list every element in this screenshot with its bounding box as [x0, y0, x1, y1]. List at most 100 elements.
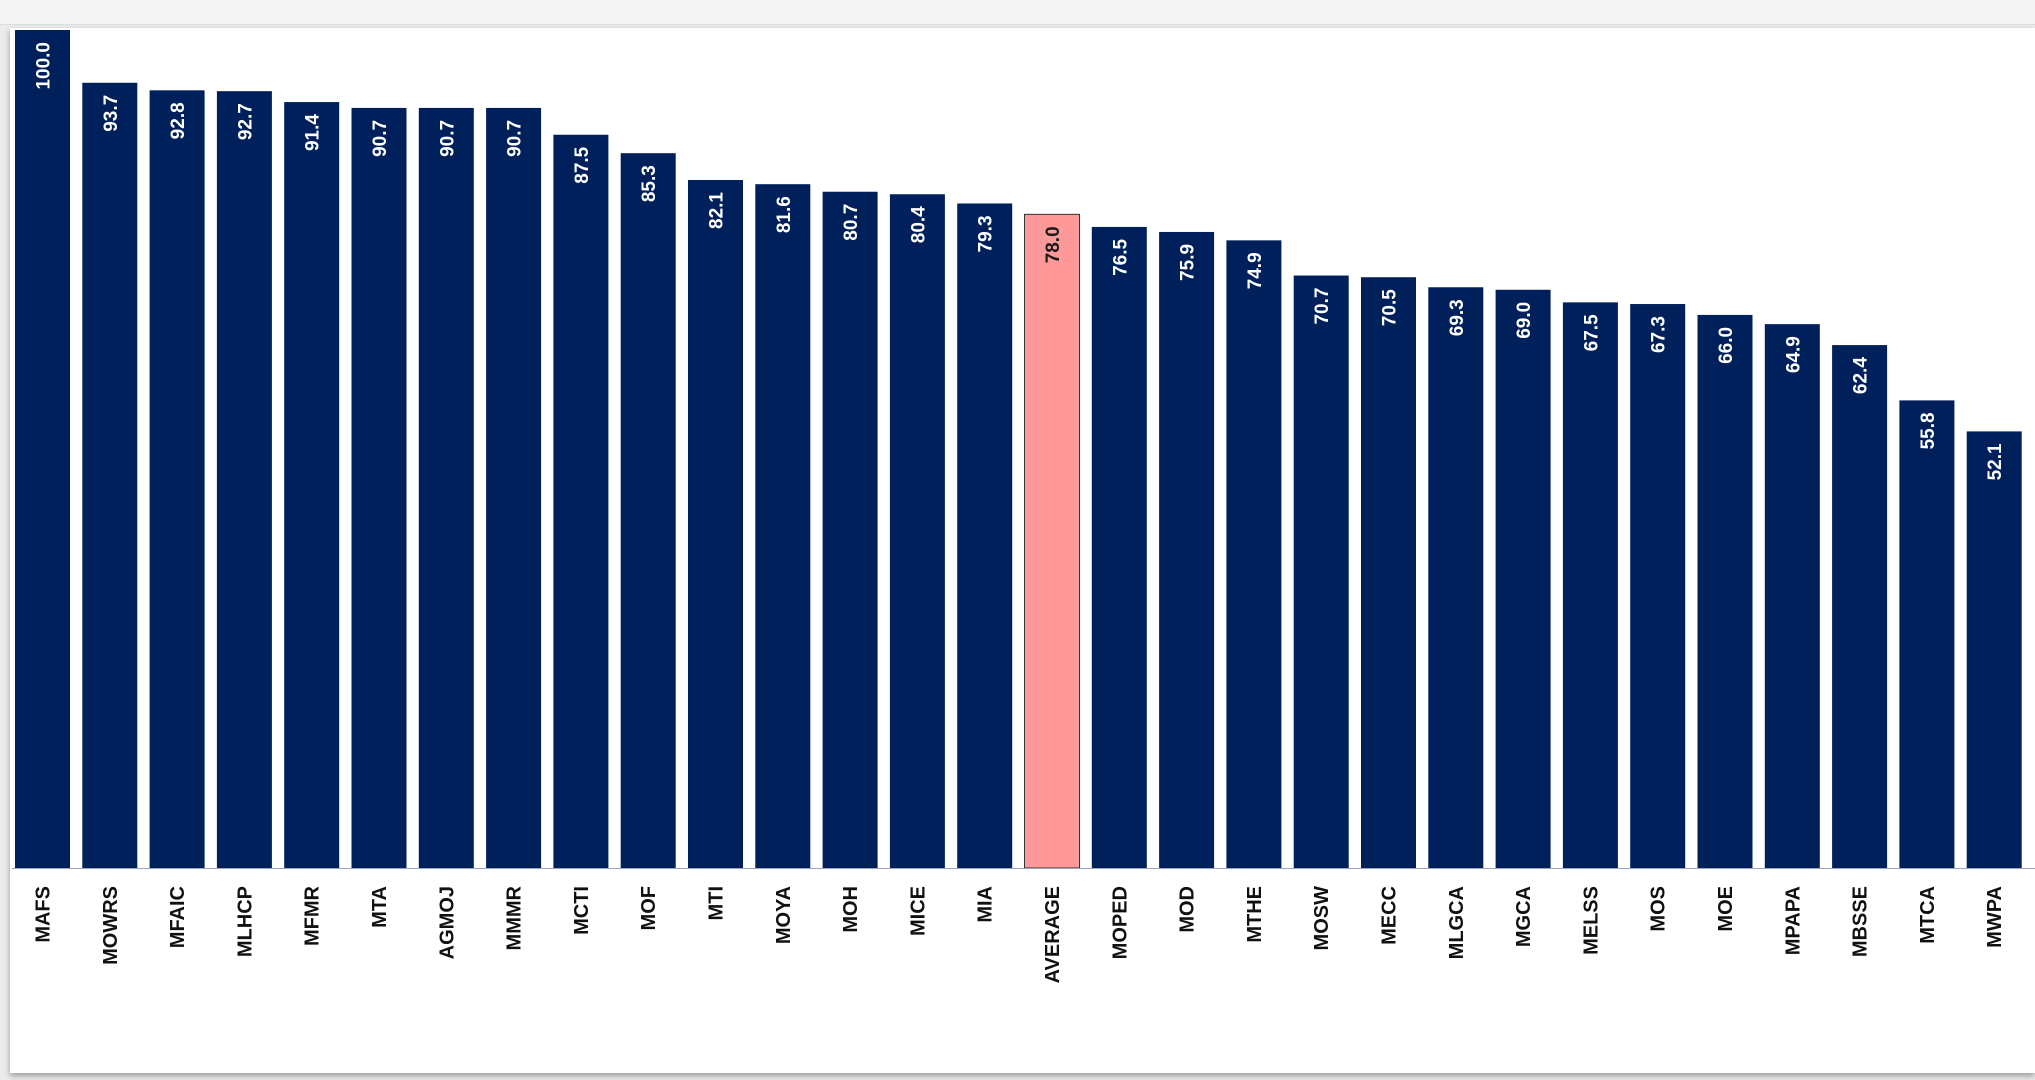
x-tick-label: MFAIC — [167, 886, 189, 948]
value-label: 82.1 — [707, 192, 728, 229]
bar-group: 100.0 MAFS — [15, 30, 70, 943]
x-tick-label: MIA — [975, 886, 997, 923]
bar-group: 93.7 MOWRS — [82, 82, 138, 965]
value-label: 91.4 — [303, 114, 324, 151]
x-tick-label: MOH — [840, 886, 862, 933]
bar-group: 62.4 MBSSE — [1832, 345, 1888, 957]
value-label: 90.7 — [437, 120, 458, 157]
x-tick-label: AVERAGE — [1042, 886, 1064, 983]
bar — [82, 82, 138, 868]
value-label: 87.5 — [572, 146, 593, 183]
value-label: 81.6 — [774, 196, 795, 233]
bar — [553, 134, 609, 868]
bar-group: 66.0 MOE — [1697, 314, 1753, 932]
value-label: 92.8 — [168, 102, 189, 139]
value-label: 90.7 — [370, 120, 391, 157]
bar-group: 70.7 MOSW — [1293, 275, 1349, 951]
bar — [1495, 289, 1551, 868]
bar — [149, 90, 205, 868]
x-tick-label: MTI — [706, 886, 728, 920]
bar — [1226, 240, 1282, 868]
value-label: 93.7 — [101, 95, 122, 132]
x-tick-label: MOPED — [1109, 886, 1131, 959]
x-tick-label: MOYA — [773, 886, 795, 944]
x-tick-label: MCTI — [571, 886, 593, 935]
bar — [1697, 314, 1753, 868]
bar-group: 81.6 MOYA — [755, 184, 811, 944]
x-tick-label: MPAPA — [1782, 886, 1804, 955]
bar — [1630, 304, 1686, 868]
bar — [1293, 275, 1349, 868]
bar-group: 82.1 MTI — [688, 180, 743, 920]
window-top-bar — [0, 0, 2035, 25]
x-tick-label: MMMR — [504, 885, 526, 950]
bar-group: 90.7 AGMOJ — [418, 107, 474, 959]
value-label: 78.0 — [1043, 226, 1064, 263]
bar-group: 80.7 MOH — [822, 191, 878, 933]
x-tick-label: MBSSE — [1850, 886, 1872, 957]
value-label: 66.0 — [1716, 327, 1737, 364]
bar-group: 90.7 MTA — [351, 107, 407, 928]
bar — [284, 102, 340, 869]
bar-group: 92.7 MLHCP — [216, 91, 272, 957]
bar-group: 52.1 MWPA — [1966, 431, 2022, 948]
bar-group: 76.5 MOPED — [1091, 226, 1147, 959]
x-tick-label: MLHCP — [234, 886, 256, 957]
x-tick-label: MWPA — [1984, 886, 2006, 948]
value-label: 70.7 — [1312, 288, 1333, 325]
bar — [755, 184, 811, 868]
bar — [486, 107, 542, 868]
bar — [822, 191, 878, 868]
x-tick-label: MOE — [1715, 886, 1737, 932]
bar — [418, 107, 474, 868]
value-label: 70.5 — [1380, 289, 1401, 326]
x-tick-label: MECC — [1379, 886, 1401, 945]
bar-group: 80.4 MICE — [889, 194, 945, 936]
x-tick-label: MOSW — [1311, 886, 1333, 951]
bar — [1764, 324, 1820, 868]
bar-group: 78.0 AVERAGE — [1024, 213, 1080, 983]
bar-group: 64.9 MPAPA — [1764, 324, 1820, 955]
value-label: 92.7 — [235, 103, 256, 140]
x-tick-label: MICE — [907, 886, 929, 936]
x-tick-label: MLGCA — [1446, 886, 1468, 959]
x-tick-label: MOD — [1177, 886, 1199, 933]
value-label: 79.3 — [976, 215, 997, 252]
bar-group: 90.7 MMMR — [486, 107, 542, 950]
value-label: 100.0 — [34, 42, 55, 90]
bar-group: 92.8 MFAIC — [149, 90, 205, 948]
bar — [620, 153, 676, 868]
bar — [1966, 431, 2022, 868]
value-label: 85.3 — [639, 165, 660, 202]
bar — [351, 107, 407, 868]
bar-group: 74.9 MTHE — [1226, 240, 1282, 943]
value-label: 55.8 — [1918, 412, 1939, 449]
value-label: 67.3 — [1649, 316, 1670, 353]
bar — [889, 194, 945, 869]
bar — [957, 203, 1013, 868]
value-label: 76.5 — [1110, 239, 1131, 276]
bar-group: 69.0 MGCA — [1495, 289, 1551, 947]
x-tick-label: MGCA — [1513, 886, 1535, 947]
bar-group: 67.5 MELSS — [1562, 302, 1618, 955]
x-tick-label: MFMR — [302, 885, 324, 946]
bar — [1899, 400, 1955, 868]
value-label: 90.7 — [505, 120, 526, 157]
value-label: 52.1 — [1985, 443, 2006, 480]
x-tick-label: MTHE — [1244, 886, 1266, 943]
bar — [15, 30, 70, 868]
bar-group: 91.4 MFMR — [284, 102, 340, 946]
bar-group: 79.3 MIA — [957, 203, 1013, 923]
bar — [1091, 226, 1147, 868]
bar — [688, 180, 743, 868]
x-tick-label: MTA — [369, 886, 391, 928]
bar-group: 55.8 MTCA — [1899, 400, 1955, 944]
value-label: 69.0 — [1514, 302, 1535, 339]
value-label: 67.5 — [1581, 314, 1602, 351]
x-tick-label: MOWRS — [100, 886, 122, 965]
bar-group: 75.9 MOD — [1159, 231, 1215, 933]
bar — [1832, 345, 1888, 868]
x-tick-label: MTCA — [1917, 886, 1939, 944]
value-label: 74.9 — [1245, 252, 1266, 289]
